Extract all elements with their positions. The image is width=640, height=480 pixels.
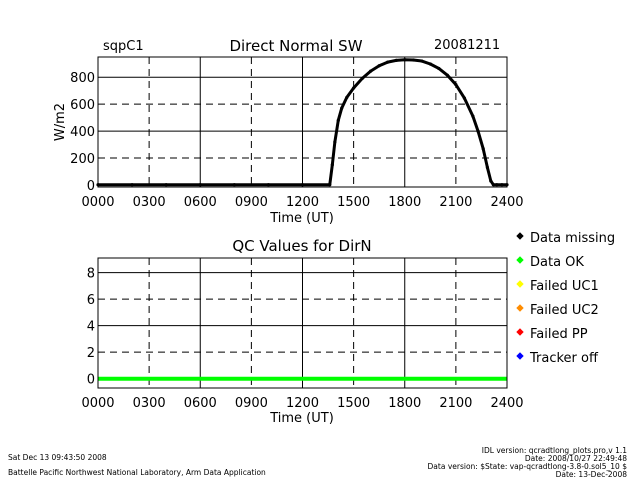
legend-label: Tracker off — [529, 351, 599, 366]
x-tick-label: 2100 — [439, 195, 472, 210]
data-point — [500, 183, 504, 187]
data-point — [386, 60, 390, 64]
legend-marker — [516, 304, 524, 312]
y-tick-label: 2 — [87, 346, 95, 361]
data-point — [420, 59, 424, 63]
data-point — [232, 183, 236, 187]
data-point — [481, 147, 485, 151]
data-point — [330, 163, 334, 167]
data-point — [491, 183, 495, 187]
plot-frame-top — [97, 56, 508, 188]
x-tick-label: 0900 — [235, 396, 268, 411]
grid-bottom — [98, 258, 507, 388]
legend-label: Failed UC1 — [530, 279, 599, 294]
y-tick-label: 0 — [87, 373, 95, 388]
data-point — [340, 106, 344, 110]
footer-data-version: Data version: $State: vap-qcradtlong-3.8… — [428, 462, 628, 471]
data-point — [336, 118, 340, 122]
data-point — [403, 58, 407, 62]
legend-label: Data missing — [530, 231, 615, 246]
x-tick-label: 0600 — [184, 396, 217, 411]
footer-idl-date: Date: 2008/10/27 22:49:48 — [525, 454, 627, 463]
data-point — [489, 179, 493, 183]
data-point — [266, 183, 271, 187]
data-point — [130, 183, 134, 187]
x-tick-label: 1200 — [286, 396, 319, 411]
x-tick-label: 1200 — [286, 195, 319, 210]
x-tick-label: 1800 — [388, 396, 421, 411]
chart-title-qc: QC Values for DirN — [232, 237, 371, 255]
data-point — [352, 86, 356, 90]
y-tick-label: 6 — [87, 293, 95, 308]
tick-labels-bottom: 0000 0300 0600 0900 1200 1500 1800 2100 2400 0 2 4 6… — [81, 267, 523, 411]
data-point — [300, 183, 305, 187]
x-tick-label: 1500 — [337, 396, 370, 411]
data-point — [328, 183, 332, 187]
x-tick-label: 0300 — [133, 396, 166, 411]
legend-marker — [516, 232, 524, 240]
data-point — [333, 140, 337, 144]
plot-frame-bottom — [97, 257, 508, 389]
y-tick-label: 200 — [70, 152, 95, 167]
y-axis-label: W/m2 — [53, 103, 68, 141]
data-point — [454, 83, 458, 87]
x-tick-label: 0900 — [235, 195, 268, 210]
qc-values-panel: QC Values for DirN Time (UT) 0000 0300 060… — [81, 237, 523, 426]
data-point — [394, 58, 398, 62]
y-tick-label: 600 — [70, 98, 95, 113]
legend-marker — [516, 328, 524, 336]
legend: Data missing Data OK Failed UC1 Failed UC2 F… — [516, 231, 615, 366]
data-point — [360, 76, 364, 81]
y-tick-label: 8 — [87, 267, 95, 282]
legend-label: Data OK — [530, 255, 584, 270]
data-point — [198, 183, 202, 187]
data-point — [369, 69, 373, 73]
x-tick-label: 0600 — [184, 195, 217, 210]
y-tick-label: 4 — [87, 320, 95, 335]
series-line — [98, 58, 507, 187]
data-point — [428, 62, 432, 66]
legend-label: Failed UC2 — [530, 303, 599, 318]
legend-marker — [516, 256, 524, 264]
data-point — [437, 66, 441, 71]
data-point — [445, 73, 449, 77]
footer-data-date: Date: 13-Dec-2008 — [556, 470, 628, 479]
x-tick-label: 0000 — [81, 396, 114, 411]
y-tick-label: 400 — [70, 125, 95, 140]
data-point — [495, 183, 499, 187]
data-point — [345, 95, 349, 100]
grid-top — [98, 57, 507, 187]
direct-normal-sw-panel: sqpC1 Direct Normal SW 20081211 W/m2 Tim… — [53, 37, 524, 226]
data-point — [164, 183, 168, 187]
x-axis-label-top: Time (UT) — [269, 211, 334, 226]
date-label: 20081211 — [434, 38, 500, 53]
x-tick-label: 1500 — [337, 195, 370, 210]
x-tick-label: 2100 — [439, 396, 472, 411]
legend-label: Failed PP — [530, 327, 588, 342]
data-point — [377, 64, 381, 68]
y-tick-label: 0 — [87, 179, 95, 194]
site-label: sqpC1 — [103, 39, 144, 54]
footer-timestamp: Sat Dec 13 09:43:50 2008 — [8, 453, 107, 462]
chart-title-dirn-sw: Direct Normal SW — [229, 37, 362, 55]
footer-lab: Battelle Pacific Northwest National Labo… — [8, 468, 266, 477]
data-point — [471, 114, 475, 118]
data-point — [485, 165, 490, 170]
data-series-top — [96, 58, 509, 187]
footer-idl-version: IDL version: qcradtlong_plots.pro,v 1.1 — [482, 446, 627, 455]
x-tick-label: 0000 — [81, 195, 114, 210]
x-tick-label: 1800 — [388, 195, 421, 210]
x-tick-label: 0300 — [133, 195, 166, 210]
data-point — [462, 96, 466, 100]
legend-marker — [516, 352, 524, 360]
data-point — [476, 129, 480, 133]
x-axis-label-bottom: Time (UT) — [269, 411, 334, 426]
legend-marker — [516, 280, 524, 288]
y-tick-label: 800 — [70, 71, 95, 86]
tick-labels-top: 0000 0300 0600 0900 1200 1500 1800 2100 2400 0 200… — [70, 71, 523, 210]
data-point — [411, 58, 415, 62]
x-tick-label: 2400 — [490, 396, 523, 411]
x-tick-label: 2400 — [490, 195, 523, 210]
